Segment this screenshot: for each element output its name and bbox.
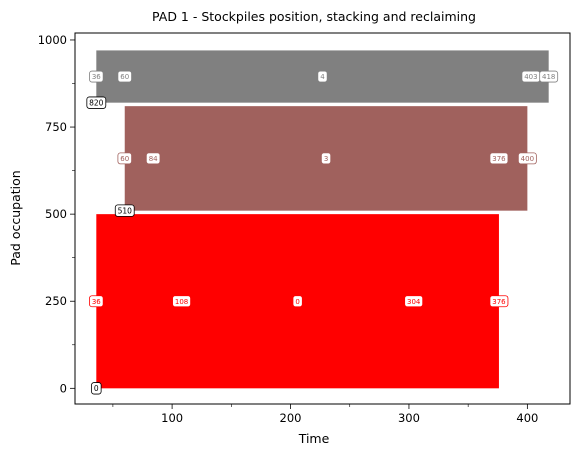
- data-label-box: [317, 70, 328, 83]
- stockpile-4-marker-418: 418: [539, 70, 559, 83]
- stockpile-3-marker-376: 376: [489, 152, 509, 165]
- stockpile-0-marker-0: 0: [292, 295, 303, 308]
- stockpile-3-start-label: 510: [114, 204, 135, 217]
- x-tick-label: 100: [161, 411, 183, 425]
- data-label-box: [86, 96, 107, 109]
- y-tick-label: 0: [60, 381, 67, 395]
- x-axis: 100 200 300 400: [112, 404, 538, 425]
- data-label-text: 60: [120, 73, 129, 81]
- data-label-box: [292, 295, 303, 308]
- stockpile-0-marker-376: 376: [489, 295, 509, 308]
- data-label-box: [489, 152, 509, 165]
- data-label-text: 4: [320, 73, 325, 81]
- stockpile-3-marker-400: 400: [517, 152, 537, 165]
- data-label-box: [172, 295, 191, 308]
- x-tick-label: 300: [398, 411, 420, 425]
- x-tick-label: 200: [280, 411, 302, 425]
- data-label-text: 60: [120, 155, 129, 163]
- data-label-box: [145, 152, 161, 165]
- data-label-text: 418: [542, 73, 555, 81]
- y-tick-label: 250: [45, 294, 67, 308]
- data-label-text: 108: [175, 298, 188, 306]
- x-tick-label: 400: [516, 411, 538, 425]
- data-label-text: 304: [407, 298, 421, 306]
- data-label-box: [117, 70, 132, 83]
- data-label-text: 376: [492, 155, 506, 163]
- y-tick-label: 750: [45, 120, 67, 134]
- stockpile-4-marker-4: 4: [317, 70, 328, 83]
- stockpile-4-marker-403: 403: [521, 70, 541, 83]
- data-label-text: 36: [92, 298, 101, 306]
- chart-title: PAD 1 - Stockpiles position, stacking an…: [152, 9, 476, 24]
- y-tick-label: 1000: [38, 33, 67, 47]
- stockpile-3-marker-3: 3: [320, 152, 332, 165]
- y-axis: 0 250 500 750 1000: [38, 33, 75, 395]
- data-label-text: 376: [492, 298, 506, 306]
- stockpile-3-marker-84: 84: [145, 152, 161, 165]
- stockpile-3-marker-60: 60: [117, 152, 132, 165]
- data-label-text: 3: [324, 155, 328, 163]
- data-label-text: 36: [92, 73, 101, 81]
- stockpile-0-marker-304: 304: [404, 295, 424, 308]
- data-label-text: 0: [94, 384, 99, 393]
- plot-area: 36 108 0 304 376 0 60 84 3 376 400 510 36 60 4 403 418 82…: [86, 50, 559, 395]
- data-label-text: 0: [295, 298, 299, 306]
- data-label-box: [517, 152, 537, 165]
- data-label-box: [91, 382, 102, 395]
- data-label-box: [114, 204, 135, 217]
- stockpile-0-start-label: 0: [91, 382, 102, 395]
- data-label-box: [489, 295, 509, 308]
- data-label-box: [89, 70, 104, 83]
- stockpile-0-marker-108: 108: [172, 295, 191, 308]
- data-label-box: [539, 70, 559, 83]
- data-label-text: 510: [118, 206, 133, 215]
- data-label-box: [320, 152, 332, 165]
- data-label-box: [117, 152, 132, 165]
- plot-frame: [74, 32, 571, 405]
- stockpile-4-marker-36: 36: [89, 70, 104, 83]
- y-tick-label: 500: [45, 207, 67, 221]
- data-label-text: 84: [149, 155, 158, 163]
- data-label-text: 403: [524, 73, 537, 81]
- x-axis-label: Time: [298, 431, 330, 446]
- data-label-box: [89, 295, 104, 308]
- y-axis-label: Pad occupation: [8, 170, 23, 265]
- data-label-box: [404, 295, 424, 308]
- stockpile-4-start-label: 820: [86, 96, 107, 109]
- data-label-text: 820: [89, 98, 104, 107]
- data-label-text: 400: [521, 155, 534, 163]
- stockpile-0-marker-36: 36: [89, 295, 104, 308]
- stockpile-4-marker-60: 60: [117, 70, 132, 83]
